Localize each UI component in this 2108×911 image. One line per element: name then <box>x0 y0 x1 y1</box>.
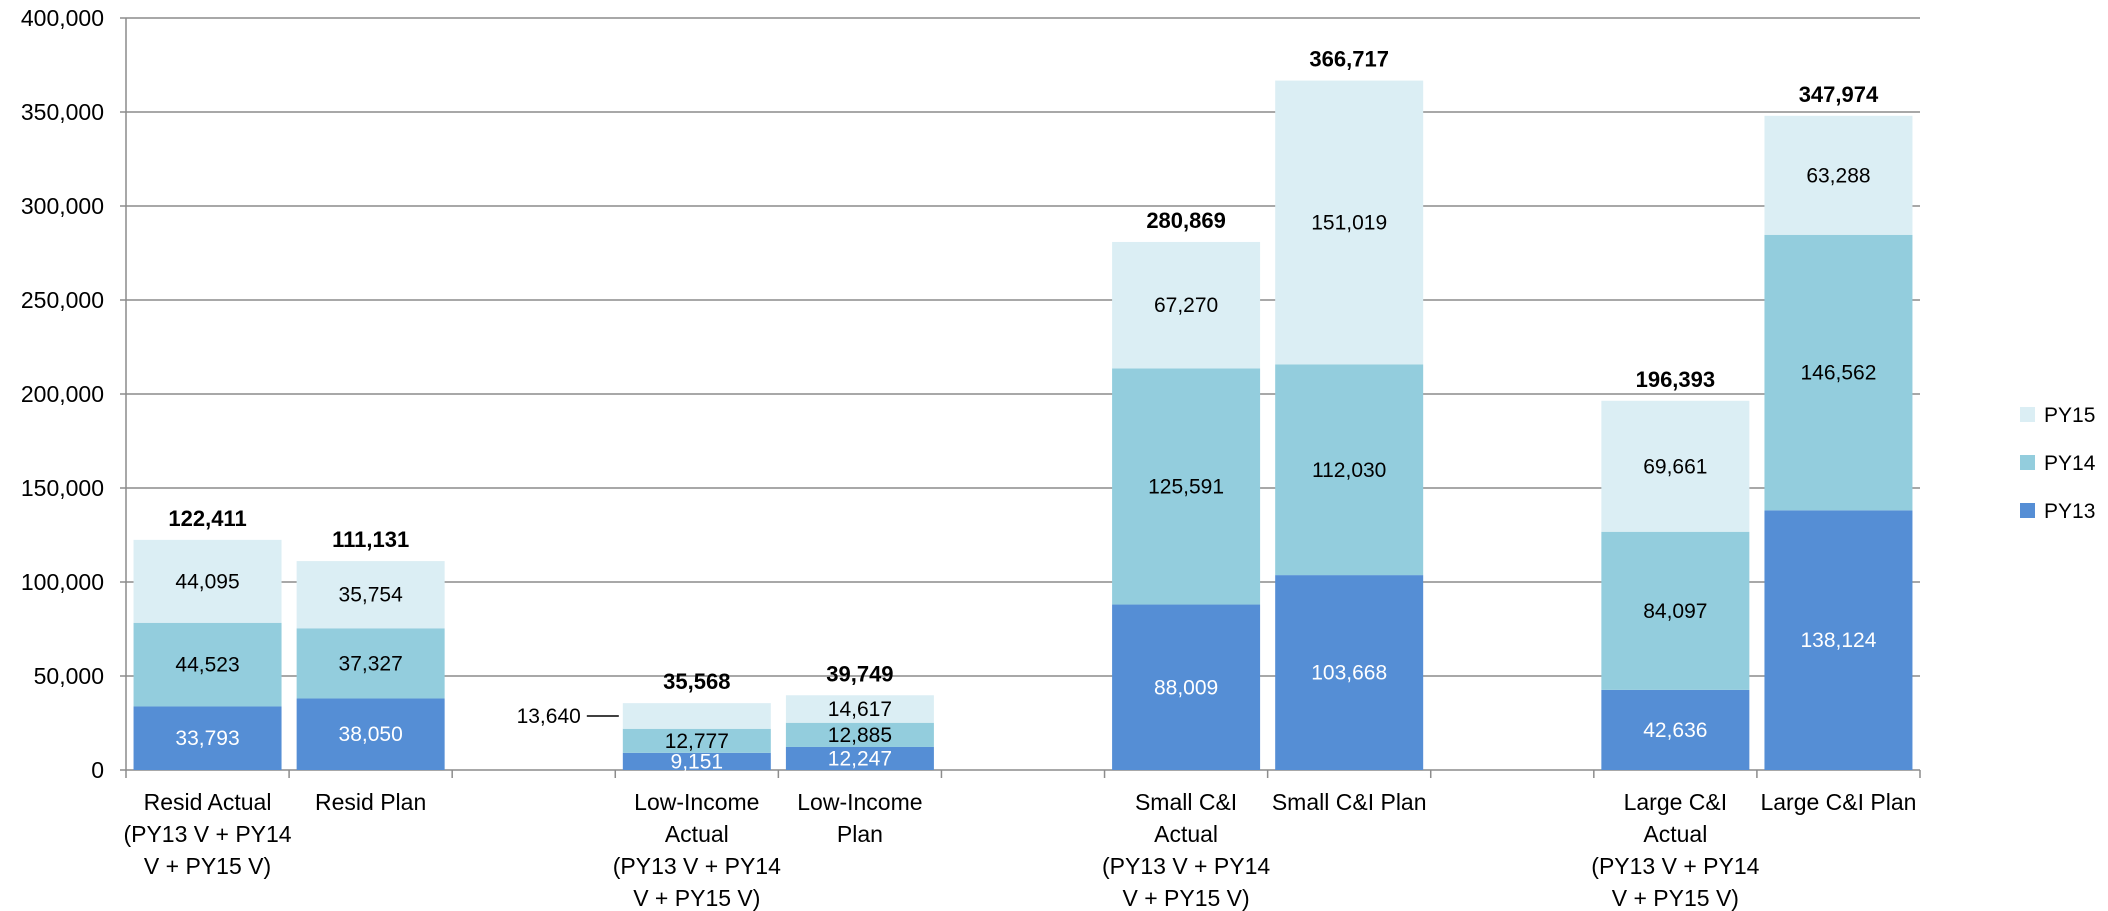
data-label: 151,019 <box>1311 212 1387 235</box>
x-category-label: V + PY15 V) <box>1612 885 1739 911</box>
y-tick-label: 200,000 <box>21 381 104 407</box>
x-category-label: Actual <box>665 821 729 847</box>
bar-segment-py13 <box>1764 510 1913 770</box>
x-category-label: (PY13 V + PY14 <box>613 853 781 879</box>
data-label: 69,661 <box>1643 455 1707 478</box>
data-label: 33,793 <box>175 727 239 750</box>
x-category-label: Large C&I <box>1624 789 1728 815</box>
bar-segment-py13 <box>296 698 445 770</box>
data-label: 84,097 <box>1643 600 1707 623</box>
data-label: 37,327 <box>339 652 403 675</box>
bar-segment-py13 <box>1275 575 1424 770</box>
y-tick-label: 50,000 <box>34 663 104 689</box>
bar-segment-py15 <box>1601 400 1750 532</box>
bar-segment-py13 <box>622 752 771 770</box>
data-label: 12,247 <box>828 747 892 770</box>
y-tick-label: 0 <box>91 757 104 783</box>
data-label: 63,288 <box>1806 164 1870 187</box>
data-label: 13,640 <box>517 705 581 728</box>
bar-segment-py15 <box>785 695 934 723</box>
x-category-label: Plan <box>837 821 883 847</box>
total-label: 280,869 <box>1146 208 1226 233</box>
legend-swatch-py14 <box>2020 455 2035 470</box>
bar-segment-py15 <box>296 561 445 629</box>
data-label: 44,095 <box>175 570 239 593</box>
bar-segment-py15 <box>1764 115 1913 235</box>
bar-segment-py15 <box>133 539 282 623</box>
bar-segment-py13 <box>1112 604 1261 770</box>
data-label: 112,030 <box>1312 459 1386 482</box>
y-tick-label: 350,000 <box>21 99 104 125</box>
x-category-label: Large C&I Plan <box>1760 789 1916 815</box>
x-category-label: Resid Actual <box>144 789 272 815</box>
bar-segment-py14 <box>1764 234 1913 511</box>
bar-segment-py13 <box>1601 689 1750 770</box>
data-label: 14,617 <box>828 698 892 721</box>
bar-segment-py15 <box>622 703 771 729</box>
data-label: 67,270 <box>1154 294 1218 317</box>
y-tick-label: 100,000 <box>21 569 104 595</box>
x-category-label: V + PY15 V) <box>1122 885 1249 911</box>
x-category-label: Small C&I Plan <box>1272 789 1427 815</box>
data-label: 42,636 <box>1643 719 1707 742</box>
data-label: 103,668 <box>1311 662 1387 685</box>
data-label: 146,562 <box>1800 362 1876 385</box>
x-category-label: Actual <box>1154 821 1218 847</box>
total-label: 196,393 <box>1636 367 1716 392</box>
data-label: 125,591 <box>1148 475 1224 498</box>
y-tick-label: 300,000 <box>21 193 104 219</box>
bar-segment-py13 <box>785 746 934 770</box>
bar-segment-py14 <box>133 622 282 707</box>
bar-segment-py14 <box>622 728 771 753</box>
data-label: 38,050 <box>339 723 403 746</box>
total-label: 39,749 <box>826 661 893 686</box>
total-label: 35,568 <box>663 669 730 694</box>
x-category-label: (PY13 V + PY14 <box>1591 853 1759 879</box>
x-category-label: Low-Income <box>797 789 922 815</box>
bar-segment-py15 <box>1112 241 1261 369</box>
legend-swatch-py15 <box>2020 407 2035 422</box>
data-label: 88,009 <box>1154 676 1218 699</box>
legend-label: PY14 <box>2044 452 2096 475</box>
total-label: 366,717 <box>1309 47 1389 72</box>
bar-segment-py14 <box>1275 364 1424 576</box>
data-label: 12,777 <box>665 730 729 753</box>
total-label: 347,974 <box>1799 82 1879 107</box>
legend-label: PY13 <box>2044 500 2095 523</box>
x-category-label: Low-Income <box>634 789 759 815</box>
data-label: 12,885 <box>828 724 892 747</box>
x-category-label: (PY13 V + PY14 <box>1102 853 1270 879</box>
bar-segment-py13 <box>133 706 282 770</box>
x-category-label: Resid Plan <box>315 789 426 815</box>
y-tick-label: 250,000 <box>21 287 104 313</box>
x-category-label: V + PY15 V) <box>144 853 271 879</box>
data-label: 44,523 <box>175 654 239 677</box>
data-label: 138,124 <box>1800 629 1876 652</box>
bar-segment-py14 <box>296 628 445 699</box>
total-label: 122,411 <box>168 506 246 531</box>
data-label: 9,151 <box>671 750 724 773</box>
bar-segment-py14 <box>1601 531 1750 690</box>
y-tick-label: 400,000 <box>21 5 104 31</box>
data-label: 35,754 <box>339 584 404 607</box>
total-label: 111,131 <box>332 527 409 552</box>
bar-segment-py15 <box>1275 80 1424 365</box>
x-category-label: Small C&I <box>1135 789 1237 815</box>
x-category-label: (PY13 V + PY14 <box>123 821 291 847</box>
x-category-label: Actual <box>1643 821 1707 847</box>
bar-segment-py14 <box>1112 368 1261 605</box>
bar-segment-py14 <box>785 722 934 747</box>
y-tick-label: 150,000 <box>21 475 104 501</box>
legend-label: PY15 <box>2044 404 2095 427</box>
x-category-label: V + PY15 V) <box>633 885 760 911</box>
legend-swatch-py13 <box>2020 503 2035 518</box>
